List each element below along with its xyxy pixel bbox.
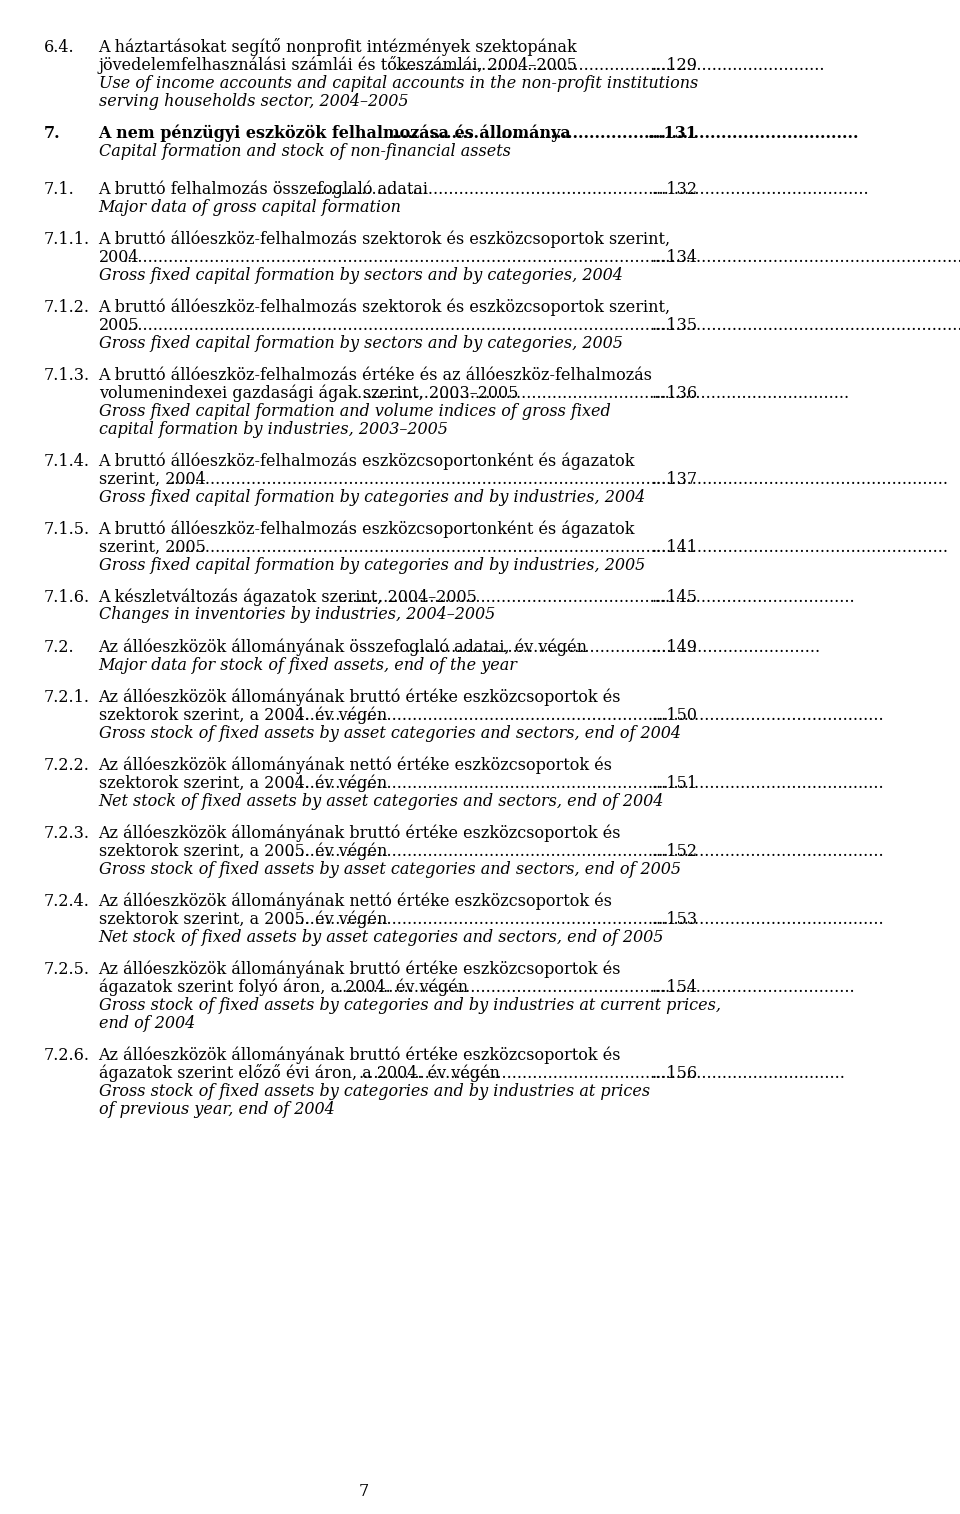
Text: Capital formation and stock of non-financial assets: Capital formation and stock of non-finan… (99, 142, 511, 159)
Text: Gross stock of fixed assets by categories and by industries at prices: Gross stock of fixed assets by categorie… (99, 1083, 650, 1099)
Text: ...129: ...129 (652, 56, 698, 74)
Text: ................................................................................: ........................................… (285, 842, 884, 860)
Text: Net stock of fixed assets by asset categories and sectors, end of 2005: Net stock of fixed assets by asset categ… (99, 928, 664, 946)
Text: Gross stock of fixed assets by categories and by industries at current prices,: Gross stock of fixed assets by categorie… (99, 996, 721, 1013)
Text: Az állóeszközök állományának összefoglaló adatai, év végén: Az állóeszközök állományának összefoglal… (99, 637, 588, 656)
Text: 7.2.3.: 7.2.3. (44, 825, 90, 842)
Text: ...141: ...141 (652, 539, 698, 556)
Text: ................................................................................: ........................................… (285, 775, 884, 792)
Text: ................................................................................: ........................................… (285, 910, 884, 928)
Text: ................................................................................: ........................................… (358, 1064, 845, 1081)
Text: jövedelemfelhasználási számlái és tőkeszámlái, 2004–2005: jövedelemfelhasználási számlái és tőkesz… (99, 56, 578, 74)
Text: ................................................................................: ........................................… (352, 385, 850, 401)
Text: Gross fixed capital formation by categories and by industries, 2004: Gross fixed capital formation by categor… (99, 489, 645, 506)
Text: A bruttó állóeszköz-felhalmozás értéke és az állóeszköz-felhalmozás: A bruttó állóeszköz-felhalmozás értéke é… (99, 366, 653, 383)
Text: ................................................................................: ........................................… (123, 248, 960, 265)
Text: 7.2.4.: 7.2.4. (44, 892, 90, 910)
Text: serving households sector, 2004–2005: serving households sector, 2004–2005 (99, 92, 408, 109)
Text: 7.1.: 7.1. (44, 180, 75, 197)
Text: Gross fixed capital formation by categories and by industries, 2005: Gross fixed capital formation by categor… (99, 557, 645, 574)
Text: ...134: ...134 (652, 248, 698, 265)
Text: Az állóeszközök állományának bruttó értéke eszközcsoportok és: Az állóeszközök állományának bruttó érté… (99, 1046, 621, 1063)
Text: A nem pénzügyi eszközök felhalmozása és állománya: A nem pénzügyi eszközök felhalmozása és … (99, 124, 571, 141)
Text: ...153: ...153 (652, 910, 698, 928)
Text: ...131: ...131 (648, 124, 698, 141)
Text: ................................................................................: ........................................… (170, 471, 948, 488)
Text: Az állóeszközök állományának nettó értéke eszközcsoportok és: Az állóeszközök állományának nettó érték… (99, 892, 612, 910)
Text: 7.1.3.: 7.1.3. (44, 366, 90, 383)
Text: ágazatok szerint folyó áron, a 2004. év végén: ágazatok szerint folyó áron, a 2004. év … (99, 978, 468, 996)
Text: szektorok szerint, a 2005. év végén: szektorok szerint, a 2005. év végén (99, 842, 387, 860)
Text: ................................................................................: ........................................… (311, 180, 870, 197)
Text: 6.4.: 6.4. (44, 38, 75, 56)
Text: ................................................................................: ........................................… (405, 639, 820, 656)
Text: 7.2.1.: 7.2.1. (44, 689, 90, 706)
Text: 7.1.4.: 7.1.4. (44, 453, 90, 469)
Text: ...149: ...149 (652, 639, 698, 656)
Text: ...145: ...145 (652, 589, 698, 606)
Text: 7.2.: 7.2. (44, 639, 75, 656)
Text: Gross fixed capital formation by sectors and by categories, 2005: Gross fixed capital formation by sectors… (99, 335, 622, 351)
Text: ...150: ...150 (652, 707, 698, 724)
Text: A bruttó állóeszköz-felhalmozás szektorok és eszközcsoportok szerint,: A bruttó állóeszköz-felhalmozás szektoro… (99, 298, 671, 315)
Text: capital formation by industries, 2003–2005: capital formation by industries, 2003–20… (99, 421, 447, 438)
Text: ...137: ...137 (652, 471, 698, 488)
Text: volumenindexei gazdasági ágak szerint, 2003–2005: volumenindexei gazdasági ágak szerint, 2… (99, 385, 518, 401)
Text: 7.2.5.: 7.2.5. (44, 960, 90, 978)
Text: A bruttó állóeszköz-felhalmozás eszközcsoportonként és ágazatok: A bruttó állóeszköz-felhalmozás eszközcs… (99, 519, 636, 537)
Text: ................................................................................: ........................................… (285, 707, 884, 724)
Text: ...152: ...152 (652, 842, 698, 860)
Text: Use of income accounts and capital accounts in the non-profit institutions: Use of income accounts and capital accou… (99, 74, 698, 91)
Text: 2005: 2005 (99, 316, 139, 333)
Text: Az állóeszközök állományának bruttó értéke eszközcsoportok és: Az állóeszközök állományának bruttó érté… (99, 824, 621, 842)
Text: ...132: ...132 (652, 180, 698, 197)
Text: 2004: 2004 (99, 248, 139, 265)
Text: Az állóeszközök állományának bruttó értéke eszközcsoportok és: Az állóeszközök állományának bruttó érté… (99, 687, 621, 706)
Text: ................................................................................: ........................................… (337, 978, 854, 996)
Text: of previous year, end of 2004: of previous year, end of 2004 (99, 1101, 334, 1117)
Text: 7.: 7. (44, 124, 60, 141)
Text: szerint, 2005: szerint, 2005 (99, 539, 205, 556)
Text: Net stock of fixed assets by asset categories and sectors, end of 2004: Net stock of fixed assets by asset categ… (99, 792, 664, 810)
Text: Az állóeszközök állományának nettó értéke eszközcsoportok és: Az állóeszközök állományának nettó érték… (99, 755, 612, 774)
Text: A készletváltozás ágazatok szerint, 2004–2005: A készletváltozás ágazatok szerint, 2004… (99, 587, 477, 606)
Text: Gross stock of fixed assets by asset categories and sectors, end of 2005: Gross stock of fixed assets by asset cat… (99, 860, 681, 878)
Text: A bruttó állóeszköz-felhalmozás eszközcsoportonként és ágazatok: A bruttó állóeszköz-felhalmozás eszközcs… (99, 453, 636, 469)
Text: ................................................................................: ........................................… (123, 316, 960, 333)
Text: Major data for stock of fixed assets, end of the year: Major data for stock of fixed assets, en… (99, 657, 517, 674)
Text: 7.1.6.: 7.1.6. (44, 589, 90, 606)
Text: Changes in inventories by industries, 2004–2005: Changes in inventories by industries, 20… (99, 607, 494, 624)
Text: 7.1.1.: 7.1.1. (44, 230, 90, 247)
Text: 7.1.2.: 7.1.2. (44, 298, 90, 315)
Text: ágazatok szerint előző évi áron, a 2004. év végén: ágazatok szerint előző évi áron, a 2004.… (99, 1063, 499, 1081)
Text: ................................................................................: ........................................… (170, 539, 948, 556)
Text: ................................................................................: ........................................… (393, 124, 860, 141)
Text: szerint, 2004: szerint, 2004 (99, 471, 205, 488)
Text: Az állóeszközök állományának bruttó értéke eszközcsoportok és: Az állóeszközök állományának bruttó érté… (99, 960, 621, 978)
Text: ................................................................................: ........................................… (395, 56, 826, 74)
Text: 7.2.6.: 7.2.6. (44, 1046, 90, 1063)
Text: szektorok szerint, a 2004. év végén: szektorok szerint, a 2004. év végén (99, 706, 387, 724)
Text: A háztartásokat segítő nonprofit intézmények szektорának: A háztartásokat segítő nonprofit intézmé… (99, 38, 577, 56)
Text: Gross stock of fixed assets by asset categories and sectors, end of 2004: Gross stock of fixed assets by asset cat… (99, 725, 681, 742)
Text: szektorok szerint, a 2005. év végén: szektorok szerint, a 2005. év végén (99, 910, 387, 928)
Text: ................................................................................: ........................................… (337, 589, 854, 606)
Text: 7: 7 (359, 1484, 370, 1500)
Text: ...156: ...156 (652, 1064, 698, 1081)
Text: Gross fixed capital formation by sectors and by categories, 2004: Gross fixed capital formation by sectors… (99, 266, 622, 283)
Text: ...136: ...136 (652, 385, 698, 401)
Text: Major data of gross capital formation: Major data of gross capital formation (99, 198, 401, 215)
Text: szektorok szerint, a 2004. év végén: szektorok szerint, a 2004. év végén (99, 774, 387, 792)
Text: 7.1.5.: 7.1.5. (44, 521, 90, 537)
Text: 7.2.2.: 7.2.2. (44, 757, 90, 774)
Text: A bruttó felhalmozás összefoglaló adatai: A bruttó felhalmozás összefoglaló adatai (99, 180, 428, 197)
Text: A bruttó állóeszköz-felhalmozás szektorok és eszközcsoportok szerint,: A bruttó állóeszköz-felhalmozás szektoro… (99, 230, 671, 247)
Text: Gross fixed capital formation and volume indices of gross fixed: Gross fixed capital formation and volume… (99, 403, 611, 419)
Text: ...154: ...154 (652, 978, 698, 996)
Text: end of 2004: end of 2004 (99, 1014, 195, 1031)
Text: ...151: ...151 (652, 775, 698, 792)
Text: ...135: ...135 (652, 316, 698, 333)
